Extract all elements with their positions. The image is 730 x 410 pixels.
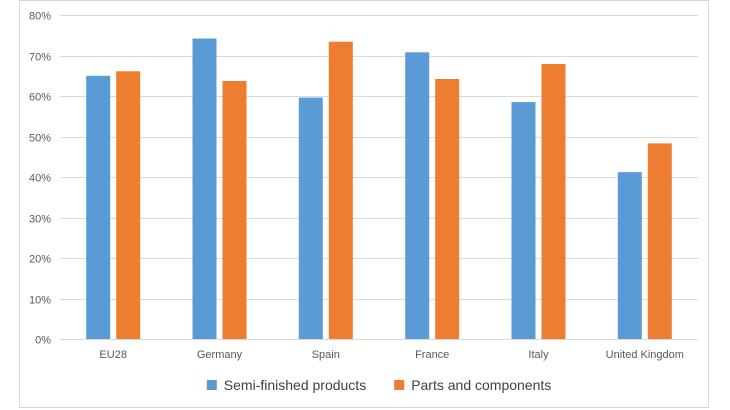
y-tick-label: 70% xyxy=(29,52,51,64)
bar-semi-finished-spain xyxy=(298,97,323,339)
bar-parts-united-kingdom xyxy=(647,143,672,339)
y-tick-label: 10% xyxy=(29,295,51,307)
y-tick-label: 0% xyxy=(35,335,51,347)
bar-parts-eu28 xyxy=(116,71,141,340)
y-tick-label: 30% xyxy=(29,214,51,226)
y-axis-ticks: 0% 10% 20% 30% 40% 50% 60% 70% 80% xyxy=(29,11,51,347)
bar-parts-germany xyxy=(222,81,247,339)
x-category-label: Italy xyxy=(528,349,549,361)
x-category-label: EU28 xyxy=(99,349,127,361)
bar-semi-finished-france xyxy=(405,52,430,340)
x-category-label: France xyxy=(415,349,449,361)
legend-swatch xyxy=(206,380,217,390)
bar-semi-finished-germany xyxy=(192,38,217,339)
x-category-label: United Kingdom xyxy=(606,349,684,361)
legend-label: Parts and components xyxy=(411,377,551,393)
y-tick-label: 80% xyxy=(29,11,51,23)
y-tick-label: 20% xyxy=(29,254,51,266)
bar-semi-finished-eu28 xyxy=(86,75,111,340)
x-axis-categories: EU28 Germany Spain France Italy United Kingdo… xyxy=(99,349,684,361)
y-tick-label: 60% xyxy=(29,92,51,104)
legend-swatch xyxy=(394,380,405,390)
legend-label: Semi-finished products xyxy=(224,377,366,393)
y-tick-label: 50% xyxy=(29,133,51,145)
x-category-label: Spain xyxy=(312,349,340,361)
bar-semi-finished-italy xyxy=(511,102,536,339)
bar-semi-finished-united-kingdom xyxy=(617,172,642,339)
legend: Semi-finished products Parts and componen… xyxy=(206,377,551,393)
bar-parts-spain xyxy=(328,41,353,339)
gridlines xyxy=(60,15,698,300)
bars xyxy=(86,38,672,340)
y-tick-label: 40% xyxy=(29,173,51,185)
x-category-label: Germany xyxy=(197,349,243,361)
bar-parts-france xyxy=(435,79,460,339)
bar-parts-italy xyxy=(541,64,566,339)
